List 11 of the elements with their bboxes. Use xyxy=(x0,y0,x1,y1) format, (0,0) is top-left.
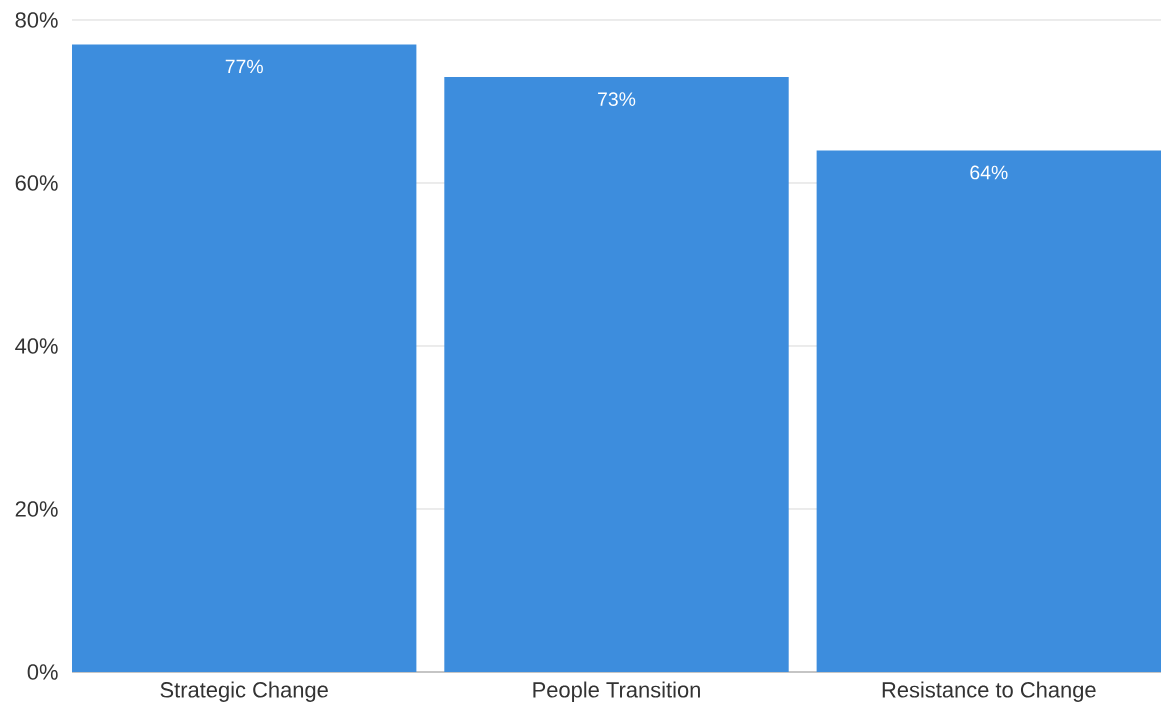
data-label: 73% xyxy=(598,92,636,106)
y-tick-label: 40% xyxy=(15,338,58,354)
x-tick-label: Strategic Change xyxy=(160,681,328,702)
x-tick-label: Resistance to Change xyxy=(882,681,1096,702)
y-tick-label: 60% xyxy=(15,175,58,191)
y-tick-label: 20% xyxy=(15,501,58,517)
x-tick-label: People Transition xyxy=(533,681,700,702)
y-tick-label: 80% xyxy=(15,12,58,28)
y-tick-label: 0% xyxy=(27,664,58,680)
data-label: 77% xyxy=(225,59,263,74)
data-label: 64% xyxy=(970,165,1008,180)
